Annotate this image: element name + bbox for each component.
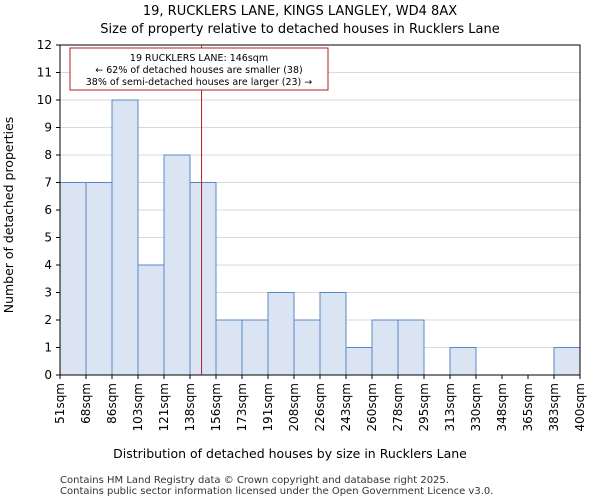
x-tick-label-156sqm: 156sqm: [209, 383, 223, 431]
x-tick-label-365sqm: 365sqm: [521, 383, 535, 431]
annotation-line-2: ← 62% of detached houses are smaller (38…: [95, 65, 302, 76]
x-tick-label-260sqm: 260sqm: [365, 383, 379, 431]
x-tick-label-313sqm: 313sqm: [443, 383, 457, 431]
bar-86sqm: [111, 99, 139, 376]
chart-title: 19, RUCKLERS LANE, KINGS LANGLEY, WD4 8A…: [143, 4, 457, 19]
x-tick-label-400sqm: 400sqm: [573, 383, 587, 431]
y-tick-label-0: 0: [44, 368, 52, 382]
y-tick-label-3: 3: [44, 286, 52, 300]
y-tick-label-8: 8: [44, 148, 52, 162]
x-axis-label: Distribution of detached houses by size …: [113, 446, 467, 461]
annotation-line-3: 38% of semi-detached houses are larger (…: [86, 77, 313, 88]
bar-121sqm: [163, 154, 191, 376]
y-tick-label-7: 7: [44, 176, 52, 190]
y-tick-label-1: 1: [44, 341, 52, 355]
footer-line-1: Contains HM Land Registry data © Crown c…: [60, 475, 449, 486]
bar-208sqm: [293, 319, 321, 376]
y-tick-label-5: 5: [44, 231, 52, 245]
x-tick-label-191sqm: 191sqm: [261, 383, 275, 431]
x-tick-label-226sqm: 226sqm: [313, 383, 327, 431]
x-axis-ticks: 51sqm 68sqm 86sqm 103sqm 121sqm 138sqm 156sqm 1…: [53, 375, 587, 431]
bar-383sqm: [553, 347, 581, 376]
x-tick-label-121sqm: 121sqm: [157, 383, 171, 431]
x-tick-label-103sqm: 103sqm: [131, 383, 145, 431]
y-tick-label-12: 12: [37, 38, 52, 52]
bar-51sqm: [59, 182, 87, 376]
bars: [59, 99, 581, 376]
x-tick-label-278sqm: 278sqm: [391, 383, 405, 431]
y-tick-label-10: 10: [37, 93, 52, 107]
x-tick-label-51sqm: 51sqm: [53, 383, 67, 424]
x-tick-label-138sqm: 138sqm: [183, 383, 197, 431]
bar-138sqm: [189, 182, 217, 376]
chart-subtitle: Size of property relative to detached ho…: [100, 22, 499, 37]
annotation-line-1: 19 RUCKLERS LANE: 146sqm: [130, 53, 268, 64]
bar-103sqm: [137, 264, 165, 376]
bar-173sqm: [241, 319, 269, 376]
x-tick-label-330sqm: 330sqm: [469, 383, 483, 431]
y-tick-label-6: 6: [44, 203, 52, 217]
bar-313sqm: [449, 347, 477, 376]
footer-line-2: Contains public sector information licen…: [60, 486, 493, 497]
annotation-box: 19 RUCKLERS LANE: 146sqm ← 62% of detach…: [69, 47, 329, 91]
x-tick-label-86sqm: 86sqm: [105, 383, 119, 424]
bar-243sqm: [345, 347, 373, 376]
bar-278sqm: [397, 319, 425, 376]
y-tick-label-11: 11: [37, 66, 52, 80]
x-tick-label-383sqm: 383sqm: [547, 383, 561, 431]
x-tick-label-173sqm: 173sqm: [235, 383, 249, 431]
x-tick-label-208sqm: 208sqm: [287, 383, 301, 431]
x-tick-label-68sqm: 68sqm: [79, 383, 93, 424]
annotation-frame: [69, 47, 329, 91]
bar-260sqm: [371, 319, 399, 376]
bar-156sqm: [215, 319, 243, 376]
y-tick-label-9: 9: [44, 121, 52, 135]
x-tick-label-295sqm: 295sqm: [417, 383, 431, 431]
y-tick-label-4: 4: [44, 258, 52, 272]
bar-68sqm: [85, 182, 113, 376]
bar-226sqm: [319, 292, 347, 376]
x-tick-label-243sqm: 243sqm: [339, 383, 353, 431]
bar-191sqm: [267, 292, 295, 376]
y-axis-label: Number of detached properties: [1, 117, 16, 314]
x-tick-label-348sqm: 348sqm: [495, 383, 509, 431]
y-tick-label-2: 2: [44, 313, 52, 327]
